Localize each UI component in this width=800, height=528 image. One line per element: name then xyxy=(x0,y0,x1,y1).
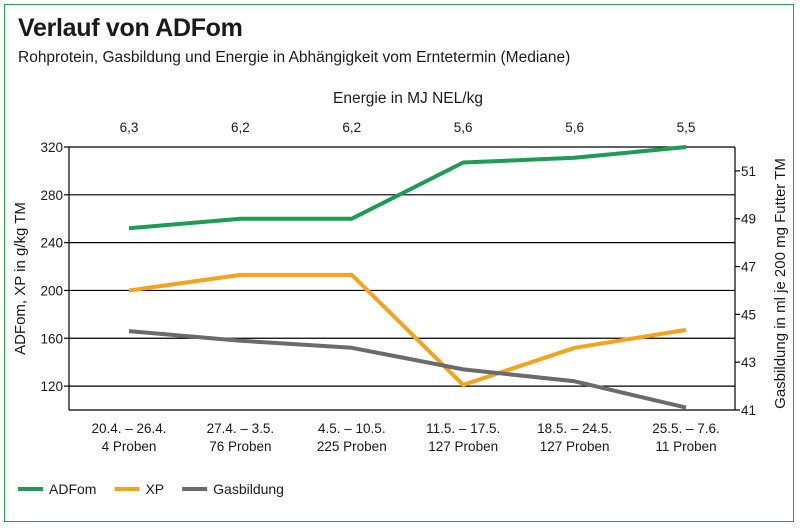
y-left-tick-label: 160 xyxy=(40,331,63,346)
x-tick-label-count: 225 Proben xyxy=(317,439,387,454)
y-right-tick-label: 43 xyxy=(741,355,756,370)
top-axis-tick-label: 5,6 xyxy=(565,120,584,135)
chart-title: Verlauf von ADFom xyxy=(18,14,243,42)
legend-label-gasbildung: Gasbildung xyxy=(213,481,284,497)
y-left-tick-label: 120 xyxy=(40,379,63,394)
x-tick-label: 18.5. – 24.5. xyxy=(537,421,612,436)
top-axis-tick-label: 5,6 xyxy=(454,120,473,135)
series-line-adfom xyxy=(128,145,687,231)
x-tick-label: 20.4. – 26.4. xyxy=(91,421,166,436)
legend-label-xp: XP xyxy=(145,481,164,497)
y-right-tick-label: 45 xyxy=(741,307,756,322)
y-right-tick-label: 49 xyxy=(741,212,756,227)
top-axis-tick-label: 6,2 xyxy=(231,120,250,135)
top-axis-label: Energie in MJ NEL/kg xyxy=(333,90,483,107)
y-right-tick-label: 41 xyxy=(741,403,756,418)
y-left-tick-label: 240 xyxy=(40,236,63,251)
y-right-tick-label: 47 xyxy=(741,260,756,275)
x-tick-label: 27.4. – 3.5. xyxy=(207,421,275,436)
x-tick-label-count: 76 Proben xyxy=(209,439,271,454)
top-axis-tick-label: 6,3 xyxy=(120,120,139,135)
chart-frame xyxy=(4,4,794,522)
x-tick-label-count: 4 Proben xyxy=(102,439,157,454)
y-left-tick-label: 320 xyxy=(40,140,63,155)
y-left-tick-label: 280 xyxy=(40,188,63,203)
series-line-xp xyxy=(128,272,687,387)
x-tick-label-count: 127 Proben xyxy=(428,439,498,454)
top-axis-tick-label: 5,5 xyxy=(677,120,696,135)
x-tick-label-count: 127 Proben xyxy=(540,439,610,454)
y-left-tick-label: 200 xyxy=(40,283,63,298)
top-axis-tick-label: 6,2 xyxy=(342,120,361,135)
y-left-axis-label: ADFom, XP in g/kg TM xyxy=(12,202,29,355)
x-tick-label: 4.5. – 10.5. xyxy=(318,421,386,436)
series-line-gasbildung xyxy=(128,329,687,410)
x-tick-label-count: 11 Proben xyxy=(655,439,716,454)
legend-label-adfom: ADFom xyxy=(49,481,96,497)
y-right-axis-label: Gasbildung in ml je 200 mg Futter TM xyxy=(772,158,789,409)
y-right-tick-label: 51 xyxy=(741,164,756,179)
x-tick-label: 25.5. – 7.6. xyxy=(652,421,720,436)
x-tick-label: 11.5. – 17.5. xyxy=(426,421,500,436)
chart-subtitle: Rohprotein, Gasbildung und Energie in Ab… xyxy=(18,49,571,66)
